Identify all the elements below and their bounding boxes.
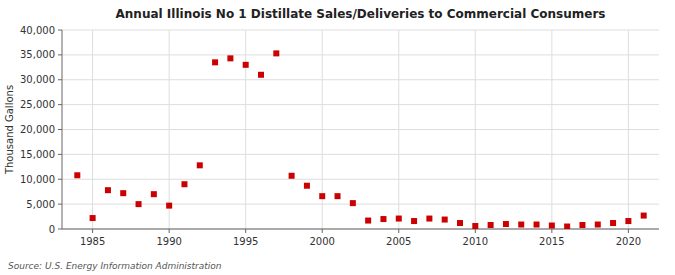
y-grid-line [62,154,659,155]
x-tick [475,229,476,233]
x-tick-label: 2015 [539,236,564,247]
point [136,201,142,207]
point [319,193,325,199]
x-tick-label: 2010 [463,236,488,247]
x-tick-label: 2000 [310,236,335,247]
y-tick-label: 10,000 [20,174,55,185]
x-tick [628,229,629,233]
y-tick-label: 0 [49,224,55,235]
y-tick [58,129,62,130]
point [549,223,555,229]
y-grid-line [62,129,659,130]
x-tick [92,229,93,233]
point [273,50,279,56]
y-tick [58,179,62,180]
point [442,217,448,223]
point [579,222,585,228]
x-tick-label: 1995 [233,236,258,247]
axes: 0 5,000 10,000 15,000 20,000 25,000 30,000 35,0… [20,25,659,248]
x-tick [551,229,552,233]
point [534,222,540,228]
y-tick-label: 20,000 [20,124,55,135]
x-grid-line [628,30,629,229]
x-grid-line [475,30,476,229]
points [74,50,646,229]
y-grid-line [62,79,659,80]
point [488,222,494,228]
y-tick [58,30,62,31]
point [74,172,80,178]
chart-container: 0 5,000 10,000 15,000 20,000 25,000 30,000 35,0… [0,0,675,275]
point [595,222,601,228]
y-grid-line [62,30,659,31]
point [411,218,417,224]
x-grid-line [169,30,170,229]
y-tick-label: 5,000 [26,199,55,210]
y-tick-label: 30,000 [20,74,55,85]
x-tick [398,229,399,233]
point [457,220,463,226]
x-tick [245,229,246,233]
y-grid-line [62,204,659,205]
point [90,215,96,221]
y-tick-label: 40,000 [20,25,55,36]
point [304,183,310,189]
y-tick [58,154,62,155]
x-grid-line [245,30,246,229]
point [227,55,233,61]
point [181,181,187,187]
x-tick-label: 2005 [386,236,411,247]
x-tick [322,229,323,233]
point [212,59,218,65]
point [610,220,616,226]
x-grid-line [398,30,399,229]
x-tick [169,229,170,233]
point [472,223,478,229]
point [518,222,524,228]
point [335,193,341,199]
x-tick-label: 1990 [156,236,181,247]
y-grid-line [62,54,659,55]
y-tick [58,54,62,55]
y-tick-label: 25,000 [20,99,55,110]
point [426,216,432,222]
point [120,190,126,196]
point [564,224,570,229]
annotation: Source: U.S. Energy Information Administ… [8,261,222,271]
point [350,200,356,206]
y-tick [58,204,62,205]
point [625,218,631,224]
x-grid-line [92,30,93,229]
point [641,213,647,219]
chart: 0 5,000 10,000 15,000 20,000 25,000 30,000 35,0… [0,0,675,275]
y-tick-label: 35,000 [20,49,55,60]
x-grid-line [551,30,552,229]
y-tick [58,79,62,80]
point [380,216,386,222]
point [396,216,402,222]
point [151,191,157,197]
y-axis-line [62,30,63,229]
point [365,218,371,224]
y-tick [58,104,62,105]
y-tick [58,229,62,230]
grid [62,30,659,229]
y-axis-label: Thousand Gallons [4,85,15,175]
point [258,72,264,78]
title: Annual Illinois No 1 Distillate Sales/De… [116,7,606,21]
x-tick-label: 2020 [616,236,641,247]
point [166,203,172,209]
point [289,173,295,179]
x-tick-label: 1985 [80,236,105,247]
y-grid-line [62,104,659,105]
point [503,221,509,227]
point [105,187,111,193]
point [243,62,249,68]
point [197,162,203,168]
y-grid-line [62,179,659,180]
y-tick-label: 15,000 [20,149,55,160]
